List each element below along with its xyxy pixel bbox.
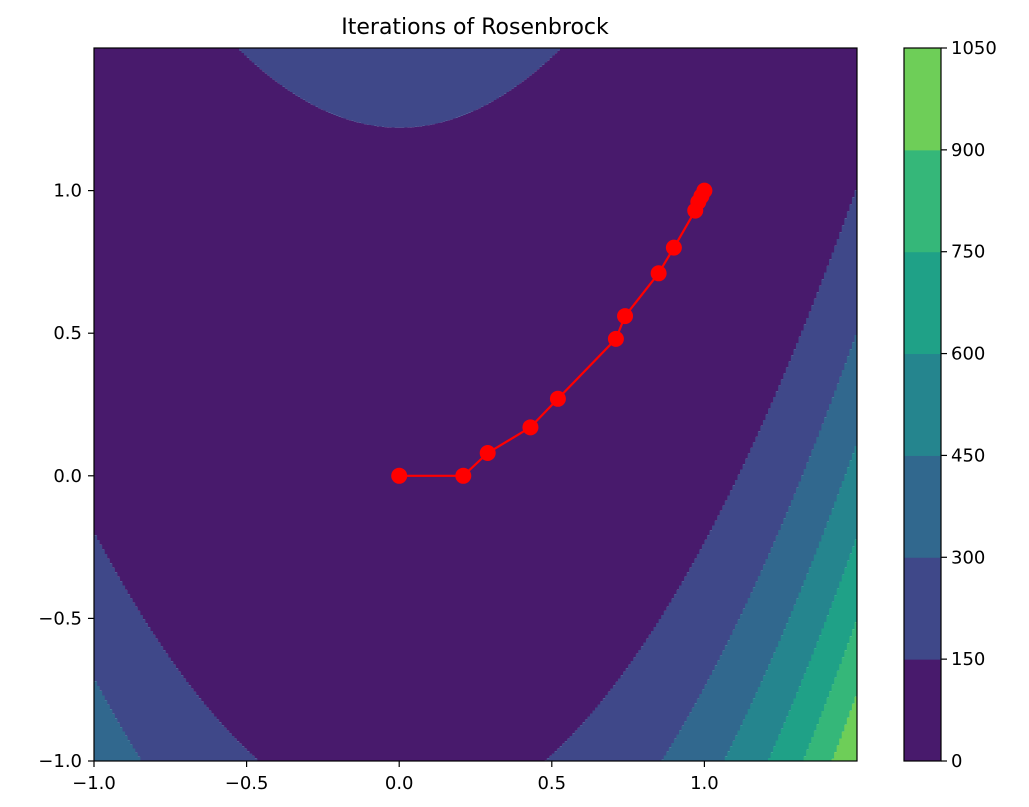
colorbar-tick-label: 600	[951, 344, 985, 365]
colorbar-segment	[904, 353, 941, 456]
y-tick-label: −0.5	[38, 608, 82, 629]
iteration-point	[455, 467, 472, 484]
y-tick-label: 0.0	[53, 466, 82, 487]
y-tick-label: −1.0	[38, 751, 82, 772]
x-tick-label: −0.5	[225, 773, 269, 794]
colorbar-tick-label: 1050	[951, 38, 997, 59]
x-tick-label: −1.0	[72, 773, 116, 794]
contour-band	[94, 48, 857, 761]
chart-title: Iterations of Rosenbrock	[341, 15, 609, 40]
x-tick-label: 0.5	[537, 773, 566, 794]
iteration-point	[479, 444, 496, 461]
colorbar-tick-label: 450	[951, 445, 985, 466]
colorbar-segment	[904, 455, 941, 558]
iteration-point	[522, 419, 539, 436]
colorbar-segment	[904, 48, 941, 151]
x-tick-label: 0.0	[385, 773, 414, 794]
y-tick-label: 1.0	[53, 181, 82, 202]
x-axis: −1.0 −0.5 0.0 0.5 1.0	[72, 761, 719, 794]
contour-band	[831, 696, 857, 761]
iteration-point	[696, 182, 713, 199]
colorbar-segment	[904, 557, 941, 660]
iteration-point	[549, 390, 566, 407]
contour-band	[767, 539, 857, 761]
iteration-point	[607, 330, 624, 347]
y-axis: −1.0 −0.5 0.0 0.5 1.0	[38, 181, 94, 772]
colorbar-tick-label: 900	[951, 140, 985, 161]
colorbar-segment	[904, 659, 941, 762]
y-tick-label: 0.5	[53, 323, 82, 344]
iteration-point	[617, 308, 634, 325]
colorbar-segment	[904, 251, 941, 355]
x-tick-label: 1.0	[690, 773, 719, 794]
iteration-path	[391, 182, 713, 484]
contour-fill	[94, 48, 857, 761]
contour-band	[803, 622, 857, 761]
colorbar-tick-label: 750	[951, 242, 985, 263]
colorbar-tick-label: 0	[951, 751, 962, 772]
colorbar-segment	[904, 149, 941, 253]
iteration-point	[665, 239, 682, 256]
contour-band	[724, 446, 857, 761]
colorbar: 0 150 300 450 600 750 900 1050	[903, 38, 997, 772]
iteration-point	[391, 467, 408, 484]
colorbar-frame	[903, 47, 942, 762]
colorbar-tick-label: 150	[951, 649, 985, 670]
contour-band	[94, 48, 857, 761]
iteration-point	[650, 265, 667, 282]
colorbar-tick-label: 300	[951, 547, 985, 568]
plot-frame	[93, 47, 858, 762]
